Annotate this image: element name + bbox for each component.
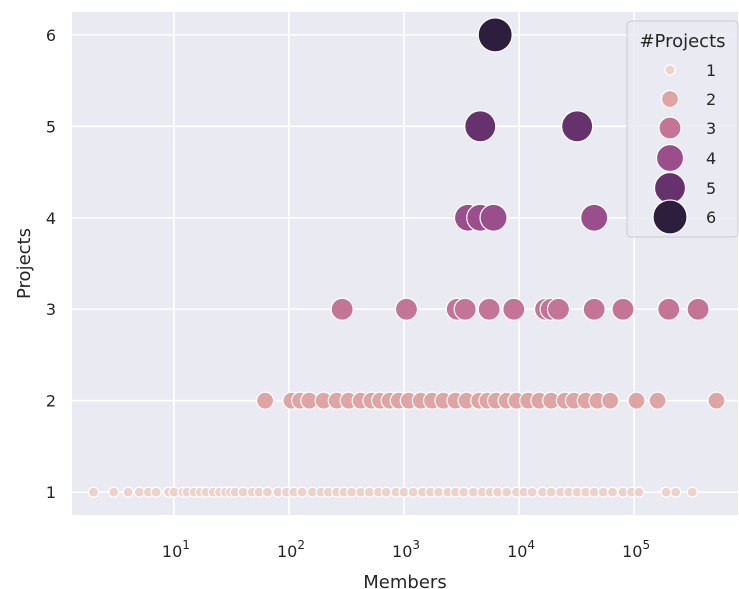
x-tick-base: 10 bbox=[162, 542, 182, 561]
data-point bbox=[394, 297, 419, 321]
data-point bbox=[479, 203, 508, 232]
data-point bbox=[453, 297, 477, 321]
data-point bbox=[561, 110, 594, 143]
data-point bbox=[582, 297, 606, 321]
y-tick-label: 6 bbox=[46, 26, 56, 45]
legend-entry-label: 1 bbox=[706, 61, 716, 80]
data-point bbox=[660, 486, 672, 498]
legend-entry-label: 3 bbox=[706, 119, 716, 138]
x-tick-label: 103 bbox=[392, 538, 420, 561]
y-tick-labels: 1 2 3 4 5 6 bbox=[46, 26, 56, 502]
x-tick-exponent: 3 bbox=[412, 538, 420, 552]
data-point bbox=[261, 486, 274, 498]
x-tick-exponent: 1 bbox=[182, 538, 190, 552]
legend-entry-label: 4 bbox=[706, 149, 716, 168]
data-point bbox=[380, 486, 392, 498]
legend-entry-label: 6 bbox=[706, 208, 716, 227]
x-gridlines bbox=[173, 12, 635, 515]
data-point bbox=[87, 486, 100, 498]
legend-marker bbox=[652, 199, 688, 235]
data-point bbox=[686, 486, 698, 498]
data-point bbox=[133, 486, 145, 498]
x-tick-base: 10 bbox=[507, 542, 527, 561]
x-tick-label: 105 bbox=[622, 538, 650, 561]
data-point bbox=[686, 297, 710, 321]
data-point bbox=[546, 297, 571, 321]
data-point bbox=[633, 486, 645, 498]
legend-entry-label: 2 bbox=[706, 90, 716, 109]
legend-entries: 1 2 3 4 5 6 bbox=[652, 61, 716, 235]
data-point bbox=[458, 486, 470, 498]
x-tick-label: 102 bbox=[277, 538, 305, 561]
data-point bbox=[606, 486, 619, 498]
data-point bbox=[345, 486, 358, 498]
legend-marker bbox=[664, 64, 676, 76]
data-point bbox=[477, 297, 501, 321]
data-point bbox=[657, 297, 681, 321]
y-axis-label: Projects bbox=[14, 228, 35, 299]
data-point bbox=[467, 486, 479, 498]
x-tick-exponent: 4 bbox=[527, 538, 535, 552]
x-tick-base: 10 bbox=[392, 542, 412, 561]
x-tick-base: 10 bbox=[277, 542, 297, 561]
legend: #Projects 1 2 3 4 5 6 bbox=[626, 20, 739, 238]
y-tick-label: 5 bbox=[46, 117, 56, 136]
legend-marker bbox=[655, 143, 685, 173]
data-point bbox=[330, 297, 354, 321]
legend-box bbox=[626, 20, 739, 238]
y-tick-label: 1 bbox=[46, 483, 56, 502]
data-point bbox=[255, 391, 275, 410]
data-point bbox=[611, 297, 635, 321]
data-point bbox=[398, 486, 410, 498]
data-point bbox=[296, 486, 308, 498]
data-point bbox=[545, 486, 557, 498]
legend-marker bbox=[653, 171, 687, 205]
data-point bbox=[464, 110, 497, 143]
data-point bbox=[627, 391, 646, 410]
data-point bbox=[168, 486, 180, 498]
legend-marker bbox=[660, 89, 680, 109]
data-point bbox=[501, 486, 513, 498]
data-point bbox=[707, 391, 726, 410]
y-tick-label: 3 bbox=[46, 300, 56, 319]
data-point bbox=[122, 486, 134, 498]
data-points bbox=[87, 17, 726, 498]
data-point bbox=[502, 297, 526, 321]
x-tick-label: 101 bbox=[162, 538, 190, 561]
legend-marker bbox=[658, 116, 682, 140]
data-point bbox=[237, 486, 249, 498]
data-point bbox=[588, 486, 600, 498]
data-point bbox=[433, 486, 445, 498]
data-point bbox=[491, 486, 504, 498]
data-point bbox=[580, 203, 609, 232]
data-point bbox=[526, 486, 538, 498]
data-point bbox=[108, 486, 120, 498]
x-tick-exponent: 2 bbox=[297, 538, 305, 552]
data-point bbox=[150, 486, 162, 498]
x-tick-labels: 101 102 103 104 105 bbox=[162, 538, 650, 561]
data-point bbox=[601, 391, 620, 410]
x-tick-exponent: 5 bbox=[642, 538, 650, 552]
legend-entry-label: 5 bbox=[706, 179, 716, 198]
x-tick-base: 10 bbox=[622, 542, 642, 561]
data-point bbox=[648, 391, 667, 410]
data-point bbox=[363, 486, 375, 498]
data-point bbox=[670, 486, 682, 498]
data-point bbox=[477, 17, 513, 53]
x-tick-label: 104 bbox=[507, 538, 535, 561]
y-tick-label: 4 bbox=[46, 209, 56, 228]
data-point bbox=[407, 486, 419, 498]
data-point bbox=[597, 486, 609, 498]
legend-title: #Projects bbox=[639, 31, 725, 52]
x-axis-label: Members bbox=[363, 572, 446, 589]
y-tick-label: 2 bbox=[46, 392, 56, 411]
